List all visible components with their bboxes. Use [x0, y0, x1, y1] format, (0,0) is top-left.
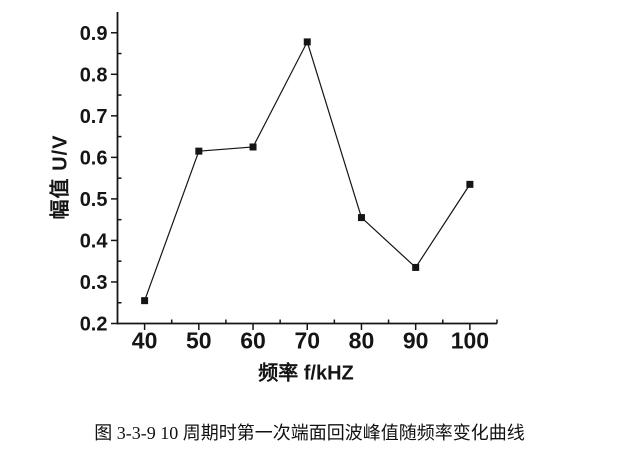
- x-tick-label: 40: [132, 328, 158, 354]
- x-tick-label: 60: [240, 328, 266, 354]
- data-point-marker: [357, 214, 365, 222]
- data-point-marker: [412, 263, 420, 271]
- y-tick-label: 0.2: [80, 314, 108, 336]
- data-line: [144, 40, 471, 301]
- x-tick-label: 70: [294, 328, 320, 354]
- y-tick-label: 0.3: [80, 272, 108, 294]
- data-point-marker: [303, 38, 311, 46]
- y-tick-label: 0.7: [80, 106, 108, 128]
- y-tick-label: 0.9: [80, 23, 108, 45]
- x-tick-label: 50: [186, 328, 212, 354]
- data-point-marker: [195, 147, 203, 155]
- y-tick-label: 0.6: [80, 147, 108, 169]
- y-tick-label: 0.4: [80, 230, 109, 252]
- x-axis-title: 频率 f/kHZ: [258, 362, 354, 385]
- data-point-marker: [249, 143, 257, 151]
- data-point-marker: [466, 180, 474, 188]
- figure-caption: 图 3-3-9 10 周期时第一次端面回波峰值随频率变化曲线: [94, 423, 525, 443]
- x-tick-label: 90: [403, 328, 429, 354]
- data-point-marker: [141, 297, 149, 305]
- x-tick-label: 80: [349, 328, 375, 354]
- x-tick-label: 100: [451, 328, 489, 354]
- y-tick-label: 0.5: [80, 189, 108, 211]
- y-axis-title: 幅值 U/V: [49, 134, 72, 220]
- line-chart: 40 50 60 70 80 90 100 0.2 0.3 0.4 0.5 0.6 0.7 0.8 0.9: [80, 12, 498, 354]
- y-tick-label: 0.8: [80, 64, 108, 86]
